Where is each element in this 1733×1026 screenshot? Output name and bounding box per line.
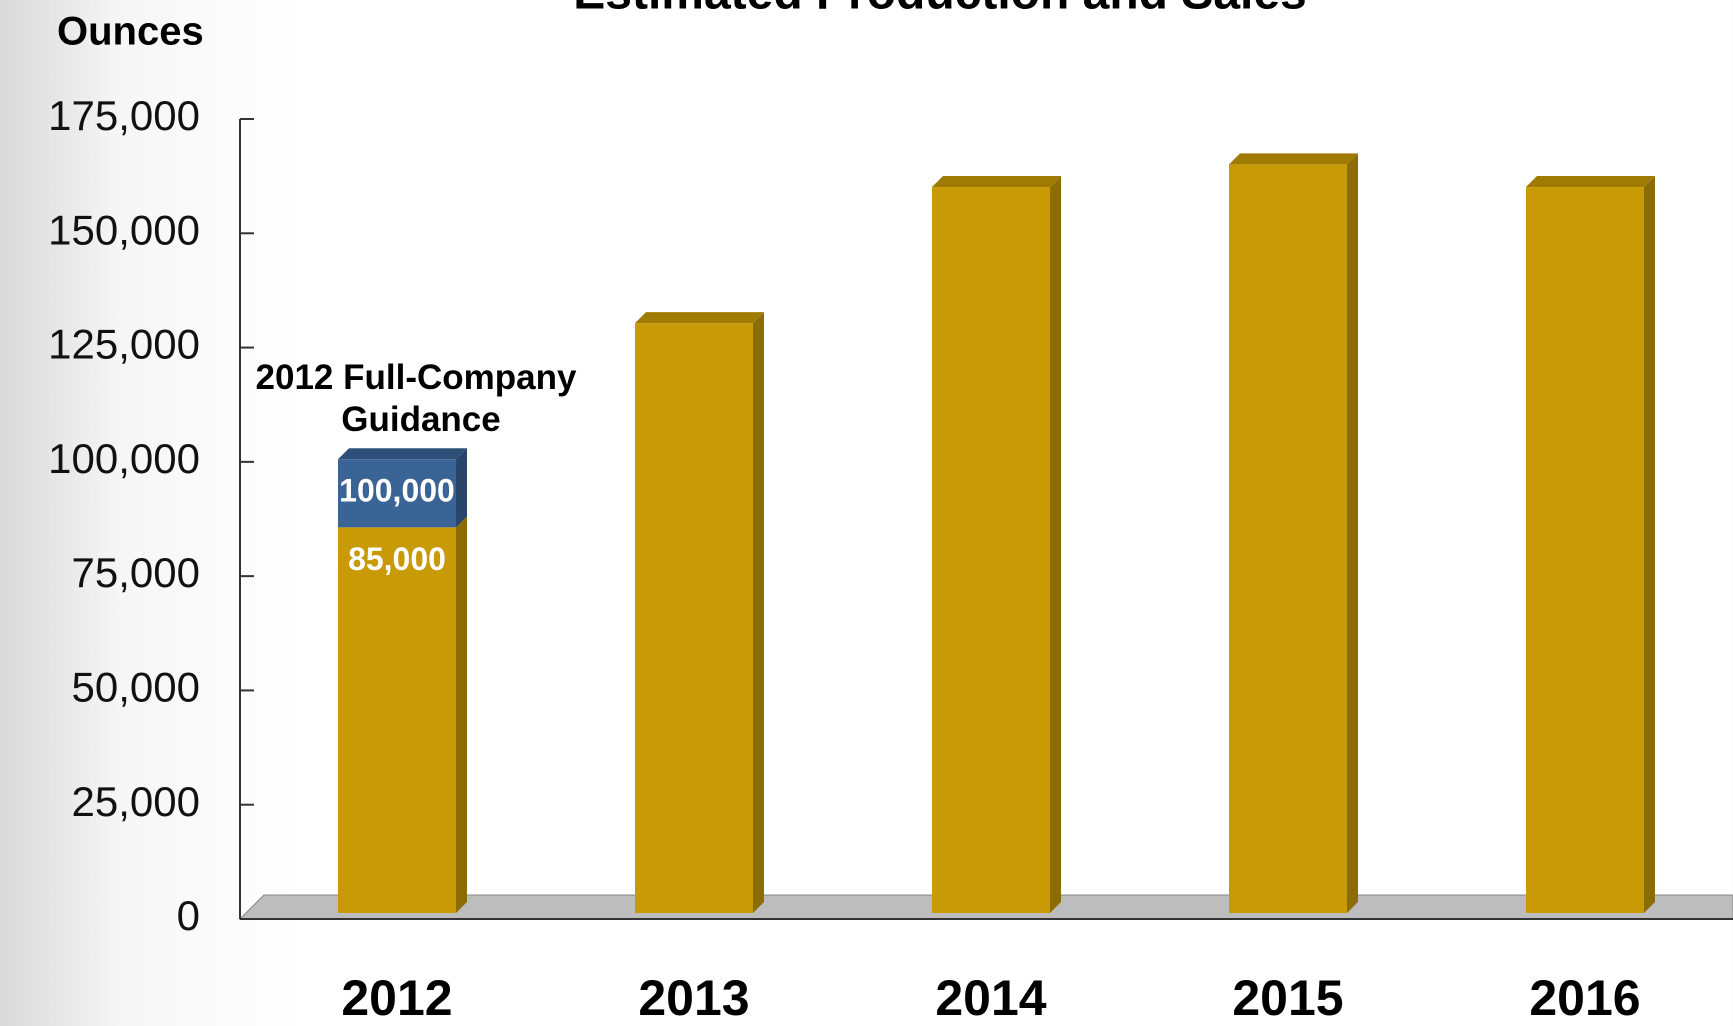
x-tick-label: 2016 [1529,970,1640,1026]
y-tick-label: 175,000 [48,92,200,139]
bar-top [1229,153,1358,165]
data-label: 85,000 [348,541,446,577]
bar-side [1050,176,1061,914]
annotation: 2012 Full-Company Guidance [256,358,577,439]
x-tick-label: 2012 [341,970,452,1026]
x-tick-label: 2015 [1232,970,1343,1026]
bar-top [635,312,764,324]
y-tick-label: 0 [177,892,200,939]
bar-side [456,448,467,528]
bar-top [932,176,1061,188]
y-axis-label: Ounces [57,10,204,54]
bar-side [753,312,764,914]
bar-segment [338,459,456,528]
chart-title: Estimated Production and Sales [573,0,1307,20]
bar-segment [635,323,753,914]
y-tick-label: 150,000 [48,206,200,253]
bar-top [1526,176,1655,188]
bar-top [338,448,467,460]
bar-segment [932,187,1050,914]
x-tick-label: 2013 [638,970,749,1026]
y-tick-label: 75,000 [72,549,200,596]
bar-side [456,516,467,913]
bar-side [1347,153,1358,913]
total-label: 100,000 [339,473,455,509]
y-tick-label: 50,000 [72,664,200,711]
y-tick-label: 25,000 [72,778,200,825]
y-tick-label: 100,000 [48,435,200,482]
x-tick-label: 2014 [935,970,1046,1026]
bar-side [1644,176,1655,914]
bar-segment [1526,187,1644,914]
y-tick-label: 125,000 [48,321,200,368]
bar-segment [338,527,456,913]
bar-segment [1229,164,1347,913]
